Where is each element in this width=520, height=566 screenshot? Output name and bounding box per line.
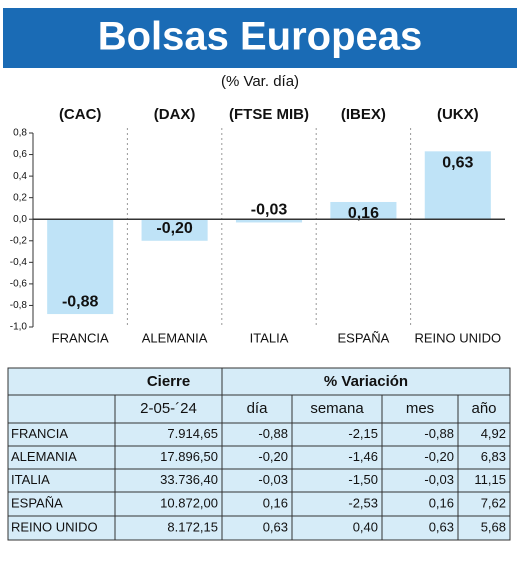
index-label: (IBEX)	[341, 106, 386, 123]
x-tick-label: ESPAÑA	[338, 330, 390, 345]
y-tick-label: -0,4	[10, 257, 28, 268]
table-cell: -1,50	[348, 472, 378, 487]
table-cell: -0,03	[424, 472, 454, 487]
chart-subtitle: (% Var. día)	[221, 73, 299, 90]
table-cell: -0,88	[258, 426, 288, 441]
table-cell: 0,63	[263, 519, 288, 534]
x-tick-label: ITALIA	[250, 330, 289, 345]
index-label: (UKX)	[437, 106, 479, 123]
index-label: (CAC)	[59, 106, 102, 123]
table-cell: 0,40	[353, 519, 378, 534]
bar	[47, 219, 114, 315]
table-subheader: mes	[406, 400, 434, 417]
index-label: (DAX)	[154, 106, 196, 123]
row-label: FRANCIA	[11, 426, 68, 441]
bar	[141, 219, 208, 241]
table-cell: 7.914,65	[167, 426, 218, 441]
table-cell: 8.172,15	[167, 519, 218, 534]
y-tick-label: -1,0	[10, 322, 28, 333]
table-cell: 0,16	[263, 495, 288, 510]
y-tick-label: -0,2	[10, 235, 28, 246]
table-cell: -2,53	[348, 495, 378, 510]
y-tick-label: -0,8	[10, 300, 28, 311]
row-label: REINO UNIDO	[11, 519, 98, 534]
index-label: (FTSE MIB)	[229, 106, 309, 123]
table-cell: 4,92	[481, 426, 506, 441]
table-cell: -0,20	[424, 449, 454, 464]
bar	[424, 151, 491, 220]
table-cell: 6,83	[481, 449, 506, 464]
table-cell: 0,16	[429, 495, 454, 510]
y-tick-label: -0,6	[10, 279, 28, 290]
table-cell: 5,68	[481, 519, 506, 534]
y-tick-label: 0,2	[13, 192, 27, 203]
table-header: % Variación	[324, 373, 408, 390]
table-subheader: 2-05-´24	[140, 400, 197, 417]
table-cell: 10.872,00	[160, 495, 218, 510]
table-cell: -0,88	[424, 426, 454, 441]
table-cell: -2,15	[348, 426, 378, 441]
y-tick-label: 0,0	[13, 214, 27, 225]
table-cell: 17.896,50	[160, 449, 218, 464]
bar	[235, 219, 303, 223]
row-label: ALEMANIA	[11, 449, 77, 464]
chart-title: Bolsas Europeas	[98, 15, 423, 59]
table-cell: 7,62	[481, 495, 506, 510]
table-cell: -0,20	[258, 449, 288, 464]
value-label: 0,16	[348, 205, 379, 222]
y-tick-label: 0,4	[13, 171, 27, 182]
x-tick-label: ALEMANIA	[142, 330, 208, 345]
bar	[330, 201, 397, 220]
row-label: ESPAÑA	[11, 495, 63, 510]
row-label: ITALIA	[11, 472, 50, 487]
table-cell: -0,03	[258, 472, 288, 487]
value-label: 0,63	[442, 155, 473, 172]
table-subheader: año	[471, 400, 496, 417]
value-label: -0,20	[156, 220, 193, 237]
y-tick-label: 0,8	[13, 128, 27, 139]
title-bar	[3, 8, 517, 68]
table-subheader: semana	[310, 400, 364, 417]
value-label: -0,88	[62, 293, 99, 310]
value-label: -0,03	[251, 202, 288, 219]
x-tick-label: REINO UNIDO	[414, 330, 501, 345]
table-cell: -1,46	[348, 449, 378, 464]
table-subheader: día	[247, 400, 269, 417]
table-cell: 11,15	[474, 472, 506, 487]
y-tick-label: 0,6	[13, 149, 27, 160]
x-tick-label: FRANCIA	[52, 330, 109, 345]
table-background	[7, 367, 511, 541]
table-cell: 0,63	[429, 519, 454, 534]
table-cell: 33.736,40	[160, 472, 218, 487]
table-header: Cierre	[147, 373, 190, 390]
